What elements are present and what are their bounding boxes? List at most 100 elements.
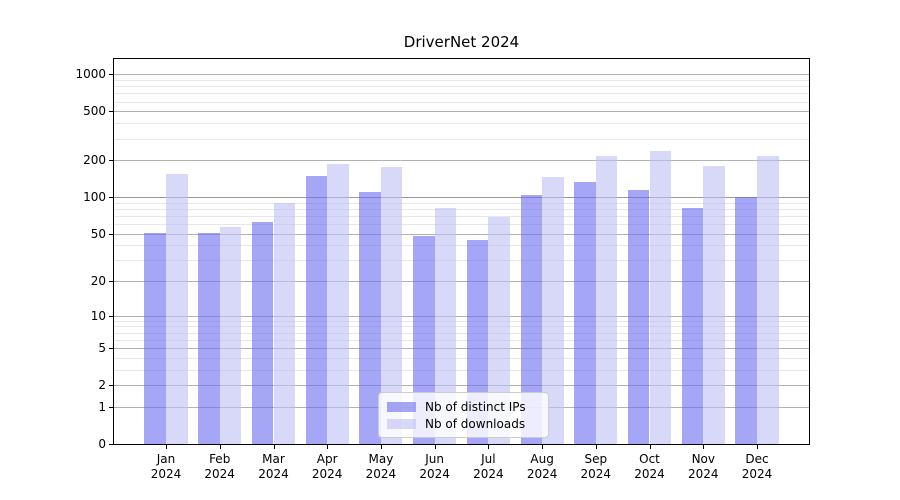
gridline-minor (114, 79, 809, 81)
gridline-major (114, 74, 809, 76)
gridline-major (114, 160, 809, 162)
y-tick-mark (109, 348, 113, 350)
gridline-minor (114, 260, 809, 262)
bar-may-distinct-ips (359, 191, 381, 444)
gridline-major (114, 315, 809, 317)
x-tick-mark (542, 445, 544, 449)
y-tick-mark (109, 315, 113, 317)
x-tick-label: Dec 2024 (725, 452, 789, 482)
bar-oct-distinct-ips (627, 189, 650, 444)
x-tick-mark (273, 445, 275, 449)
x-label-year: 2024 (526, 467, 558, 481)
gridline-minor (114, 215, 809, 217)
bar-feb-downloads (219, 226, 242, 444)
y-tick-label: 1 (98, 399, 106, 414)
gridline-minor (114, 224, 809, 225)
x-tick-label: Sep 2024 (564, 452, 628, 482)
gridline-major (114, 281, 809, 283)
bar-may-downloads (380, 167, 403, 444)
gridline-minor (114, 320, 809, 322)
bar-aug-distinct-ips (520, 195, 543, 444)
bar-feb-distinct-ips (198, 232, 220, 444)
legend-label-downloads: Nb of downloads (425, 416, 526, 431)
x-label-year: 2024 (311, 467, 343, 481)
x-label-month: Mar (262, 452, 285, 466)
x-tick-mark (488, 445, 490, 449)
bar-jan-distinct-ips (144, 232, 166, 444)
x-label-year: 2024 (419, 467, 450, 481)
x-tick-mark (434, 445, 436, 449)
x-label-month: Feb (209, 452, 231, 466)
legend-label-distinct-ips: Nb of distinct IPs (425, 399, 526, 414)
bar-mar-downloads (273, 202, 296, 444)
bar-aug-downloads (542, 177, 564, 444)
bar-dec-distinct-ips (735, 196, 757, 444)
x-label-month: Jul (481, 452, 496, 466)
y-axis: 0 1 2 5 10 20 50 100 200 500 1000 (0, 58, 107, 451)
legend: Nb of distinct IPs Nb of downloads (378, 392, 549, 438)
y-tick-label: 2 (98, 378, 106, 393)
legend-item-downloads: Nb of downloads (387, 416, 540, 432)
y-tick-label: 20 (90, 274, 106, 289)
legend-swatch-distinct-ips (387, 401, 416, 412)
gridline-minor (114, 86, 809, 88)
y-tick-mark (109, 281, 113, 283)
x-tick-mark (327, 445, 329, 449)
x-tick-mark (166, 445, 167, 449)
gridline-minor (114, 332, 809, 334)
y-tick-mark (109, 385, 113, 387)
bar-dec-downloads (757, 155, 779, 444)
gridline-minor (114, 93, 809, 95)
gridline-minor (114, 245, 809, 247)
gridline-minor (114, 138, 809, 140)
gridline-minor (114, 123, 809, 125)
x-tick-label: Jan 2024 (134, 452, 198, 482)
gridline-minor (114, 326, 809, 328)
x-label-year: 2024 (473, 467, 504, 481)
chart-title: DriverNet 2024 (403, 33, 520, 51)
x-tick-label: Nov 2024 (671, 452, 735, 482)
x-label-year: 2024 (204, 467, 235, 481)
x-label-month: Oct (639, 452, 660, 466)
x-tick-mark (219, 445, 221, 449)
x-label-year: 2024 (365, 467, 397, 481)
bar-jun-distinct-ips (413, 235, 435, 444)
gridline-minor (114, 357, 809, 359)
x-tick-mark (757, 445, 758, 449)
legend-swatch-downloads (387, 418, 416, 429)
x-tick-label: Aug 2024 (510, 452, 574, 482)
x-label-year: 2024 (741, 467, 773, 481)
y-tick-label: 100 (83, 190, 106, 204)
y-tick-label: 500 (83, 104, 106, 119)
x-label-month: Sep (584, 452, 608, 466)
bar-nov-distinct-ips (681, 207, 704, 444)
y-tick-label: 50 (90, 226, 106, 241)
x-tick-mark (380, 445, 382, 449)
gridline-minor (114, 339, 809, 341)
x-tick-mark (649, 445, 651, 449)
gridline-minor (114, 369, 809, 371)
y-tick-mark (109, 74, 113, 76)
x-tick-label: Feb 2024 (188, 452, 252, 482)
y-tick-label: 5 (98, 341, 106, 356)
y-tick-mark (109, 233, 113, 235)
bar-jun-downloads (434, 207, 457, 444)
y-tick-label: 200 (83, 153, 106, 168)
y-tick-label: 1000 (75, 67, 106, 82)
x-tick-label: Jul 2024 (456, 452, 520, 482)
gridline-major (114, 348, 809, 350)
bar-nov-downloads (703, 166, 725, 444)
plot-area: Nb of distinct IPs Nb of downloads (113, 58, 810, 445)
x-tick-label: Mar 2024 (242, 452, 306, 482)
x-tick-label: May 2024 (349, 452, 413, 482)
y-tick-mark (109, 111, 113, 113)
bar-oct-downloads (649, 151, 672, 444)
x-label-year: 2024 (150, 467, 182, 481)
x-axis: Jan 2024 Feb 2024 Mar 2024 Apr 2024 May 2024 Jun 20… (113, 445, 810, 495)
x-tick-label: Oct 2024 (618, 452, 682, 482)
x-label-month: Apr (316, 452, 338, 466)
x-label-year: 2024 (688, 467, 719, 481)
bar-apr-distinct-ips (305, 176, 328, 444)
y-tick-mark (109, 406, 113, 408)
